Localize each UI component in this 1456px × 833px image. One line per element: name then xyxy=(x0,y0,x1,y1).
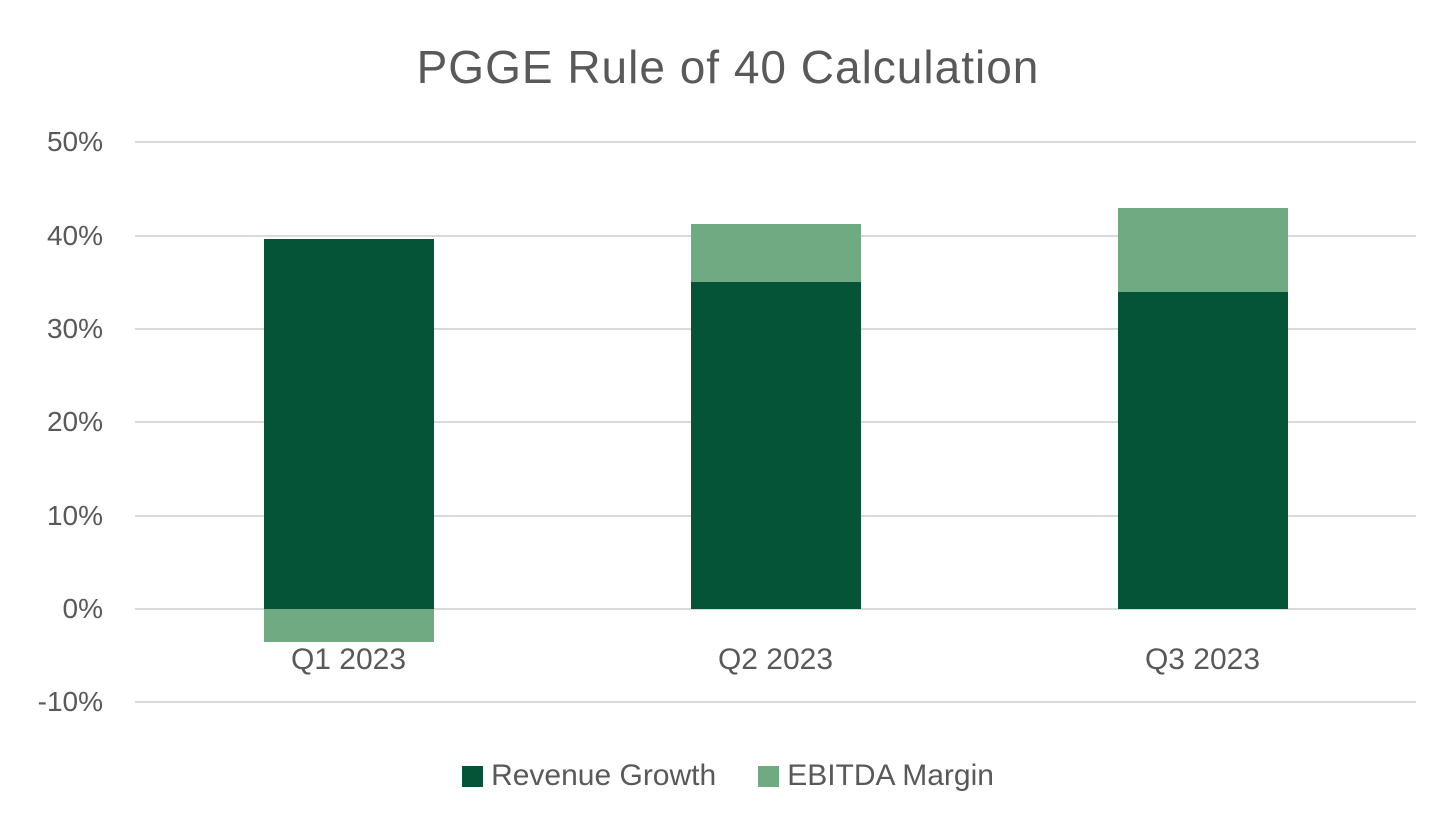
gridline-0 xyxy=(135,608,1416,610)
y-axis-tick-label: 20% xyxy=(46,406,103,438)
bar-segment-q2-2023-ebitda-margin xyxy=(690,224,861,283)
bar-segment-q2-2023-revenue-growth xyxy=(690,282,861,609)
legend: Revenue Growth EBITDA Margin xyxy=(0,760,1456,792)
y-axis-tick-label: 0% xyxy=(62,593,103,624)
y-axis-tick-label: -10% xyxy=(37,686,103,718)
y-axis-tick-label: 10% xyxy=(46,499,103,531)
y-axis-tick-label: 50% xyxy=(46,126,103,158)
bar-segment-q3-2023-revenue-growth xyxy=(1117,291,1288,609)
legend-swatch-icon xyxy=(462,765,484,787)
gridline--10 xyxy=(135,701,1416,704)
gridline-50 xyxy=(135,141,1416,144)
bar-segment-q1-2023-revenue-growth xyxy=(263,239,434,609)
chart-title: PGGE Rule of 40 Calculation xyxy=(416,41,1040,93)
x-axis-category-label: Q1 2023 xyxy=(290,643,407,676)
y-axis-tick-label: 30% xyxy=(46,313,103,344)
bar-segment-q1-2023-ebitda-margin xyxy=(263,609,434,642)
legend-item-ebitda-margin: EBITDA Margin xyxy=(758,760,994,792)
legend-label: EBITDA Margin xyxy=(787,759,994,792)
x-axis-category-label: Q3 2023 xyxy=(1144,643,1261,676)
legend-swatch-icon xyxy=(758,765,780,787)
y-axis-tick-label: 40% xyxy=(46,219,103,251)
legend-label: Revenue Growth xyxy=(491,759,717,792)
x-axis-category-label: Q2 2023 xyxy=(717,643,834,676)
legend-item-revenue-growth: Revenue Growth xyxy=(462,760,716,792)
bar-segment-q3-2023-ebitda-margin xyxy=(1117,207,1288,292)
